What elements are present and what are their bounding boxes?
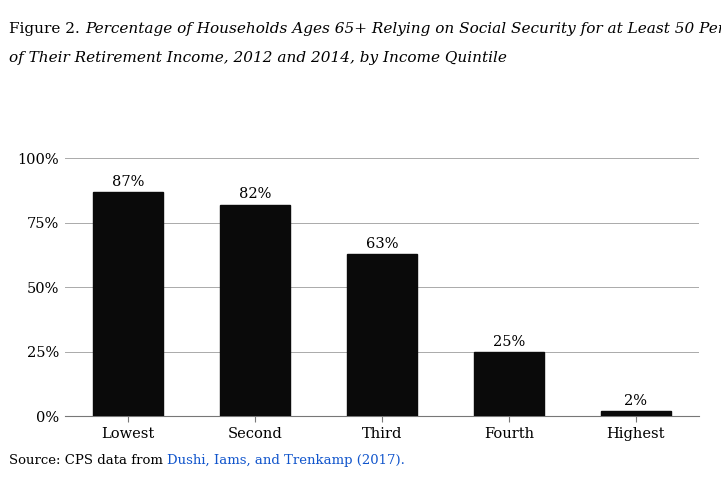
Text: Percentage of Households Ages 65+ Relying on Social Security for at Least 50 Per: Percentage of Households Ages 65+ Relyin… — [85, 22, 721, 36]
Text: Source: CPS data from: Source: CPS data from — [9, 454, 167, 467]
Text: Dushi, Iams, and Trenkamp (2017).: Dushi, Iams, and Trenkamp (2017). — [167, 454, 405, 467]
Text: 87%: 87% — [112, 175, 144, 189]
Text: Figure 2.: Figure 2. — [9, 22, 85, 36]
Text: 25%: 25% — [493, 334, 525, 348]
Text: of Their Retirement Income, 2012 and 2014, by Income Quintile: of Their Retirement Income, 2012 and 201… — [9, 51, 508, 65]
Text: 63%: 63% — [366, 237, 399, 251]
Bar — [601, 411, 671, 416]
Bar — [474, 352, 544, 416]
Bar — [348, 254, 417, 416]
Text: 82%: 82% — [239, 187, 271, 201]
Bar — [94, 192, 163, 416]
Text: 2%: 2% — [624, 394, 647, 408]
Bar — [221, 205, 290, 416]
